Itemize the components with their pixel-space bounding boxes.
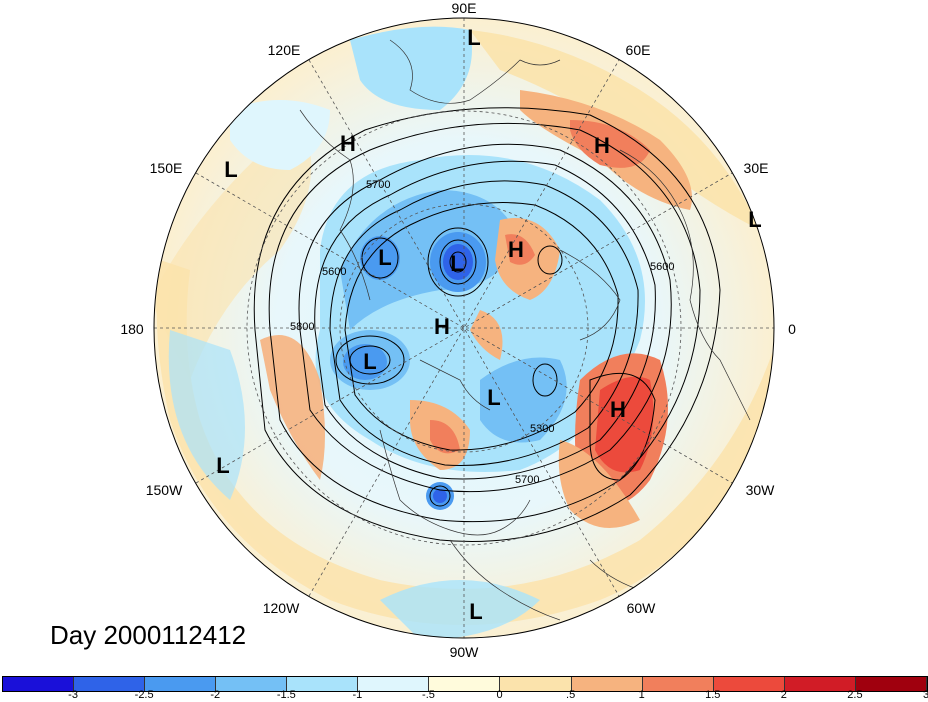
colorbar-swatch	[287, 677, 359, 691]
colorbar-tick-label: -1.5	[276, 689, 296, 701]
pressure-center-low: L	[224, 157, 238, 182]
pressure-center-high: H	[340, 131, 356, 156]
pressure-center-low: L	[378, 245, 392, 270]
colorbar-swatch	[3, 677, 75, 691]
colorbar-tick-label: 2	[780, 689, 787, 701]
pressure-center-low: L	[748, 207, 762, 232]
lon-label-150w: 150W	[145, 482, 183, 498]
contour-label: 5700	[366, 179, 390, 191]
colorbar-tick-label: .5	[566, 689, 576, 701]
colorbar-swatch	[855, 677, 927, 691]
graticule	[154, 18, 774, 638]
pressure-center-low: L	[450, 251, 464, 276]
contour-label: 5600	[650, 261, 674, 273]
colorbar-swatch	[358, 677, 430, 691]
lon-label-0: 0	[788, 321, 796, 337]
colorbar	[2, 676, 928, 692]
contour-label: 5300	[530, 423, 554, 435]
colorbar-swatch	[784, 677, 856, 691]
lon-label-30w: 30W	[745, 482, 775, 498]
colorbar-tick-label: -1	[352, 689, 363, 701]
lon-label-60w: 60W	[626, 600, 656, 616]
colorbar-tick-label: 1	[638, 689, 645, 701]
colorbar-tick-label: 3	[922, 689, 928, 701]
colorbar-swatch	[571, 677, 643, 691]
colorbar-swatch	[429, 677, 501, 691]
colorbar-tick-label: 0	[496, 689, 503, 701]
lon-label-90e: 90E	[451, 0, 477, 16]
pressure-center-high: H	[434, 314, 450, 339]
map-boundary	[153, 17, 775, 639]
colorbar-swatch	[713, 677, 785, 691]
contour-label: 5800	[290, 321, 314, 333]
colorbar-swatch	[216, 677, 288, 691]
colorbar-swatch	[642, 677, 714, 691]
colorbar-swatch	[500, 677, 572, 691]
colorbar-swatch	[145, 677, 217, 691]
lon-label-120w: 120W	[262, 600, 300, 616]
lon-label-120e: 120E	[267, 42, 301, 58]
colorbar-swatch	[74, 677, 146, 691]
colorbar-tick-label: -2.5	[134, 689, 154, 701]
lon-label-150e: 150E	[149, 160, 183, 176]
colorbar-tick-label: 2.5	[847, 689, 863, 701]
contour-label: 5600	[322, 266, 346, 278]
pressure-center-high: H	[610, 397, 626, 422]
lon-label-30e: 30E	[743, 160, 769, 176]
colorbar-tick-label: -2	[210, 689, 221, 701]
lon-label-180: 180	[120, 321, 144, 337]
date-label: Day 2000112412	[50, 620, 247, 650]
pressure-center-high: H	[594, 133, 610, 158]
contour-label: 5700	[515, 474, 539, 486]
pressure-center-low: L	[363, 349, 377, 374]
lon-label-90w: 90W	[449, 644, 479, 660]
colorbar-tick-label: 1.5	[705, 689, 721, 701]
lon-label-60e: 60E	[625, 42, 651, 58]
height-contours	[253, 107, 721, 543]
pressure-center-low: L	[216, 453, 230, 478]
colorbar-tick-label: -3	[68, 689, 78, 701]
pressure-center-high: H	[508, 237, 524, 262]
pressure-center-low: L	[487, 385, 501, 410]
pressure-center-low: L	[467, 25, 481, 50]
pressure-center-low: L	[469, 599, 483, 624]
colorbar-tick-label: -.5	[422, 689, 435, 701]
